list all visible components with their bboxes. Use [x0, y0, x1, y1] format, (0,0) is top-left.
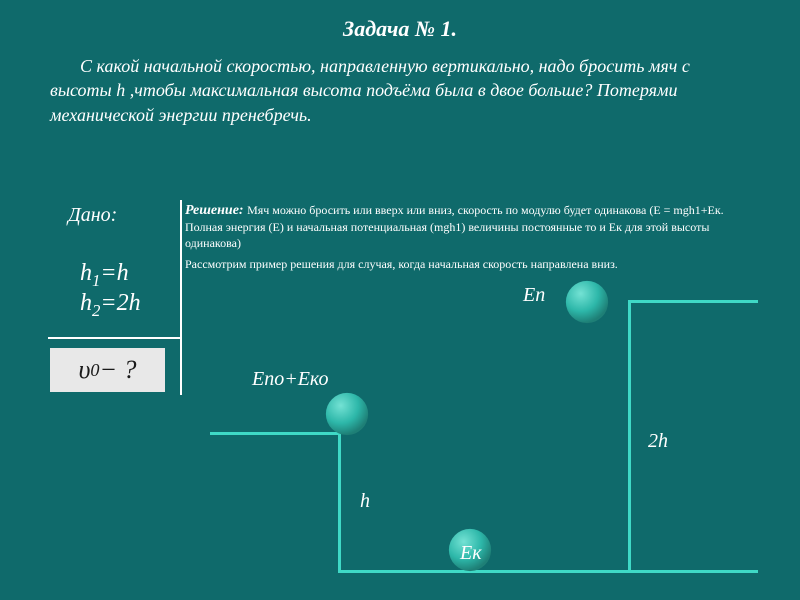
ball-top — [565, 280, 609, 324]
given-label: Дано: — [68, 204, 117, 227]
find-variable: υ — [78, 355, 90, 385]
find-question: − ? — [99, 355, 136, 385]
given-h2-pre: h — [80, 290, 92, 316]
label-ek: Ек — [460, 542, 482, 565]
problem-title: Задача № 1. — [0, 16, 800, 42]
riser-left — [338, 432, 341, 570]
energy-diagram: Еп Епо+Еко Ек h 2h — [180, 240, 780, 590]
label-epo-eko: Епо+Еко — [252, 368, 329, 391]
ground-line — [338, 570, 758, 573]
platform-left — [210, 432, 340, 435]
find-box: υ0 − ? — [50, 348, 165, 392]
solution-label: Решение: — [185, 203, 247, 218]
given-h1: h1=h — [80, 260, 129, 291]
given-h1-pre: h — [80, 260, 92, 286]
ball-middle — [325, 392, 369, 436]
divider-horizontal — [48, 337, 182, 339]
given-h2: h2=2h — [80, 290, 141, 321]
riser-right — [628, 300, 631, 570]
label-h: h — [360, 490, 370, 513]
problem-statement: С какой начальной скоростью, направленну… — [50, 54, 750, 127]
platform-right — [628, 300, 758, 303]
given-h2-post: =2h — [100, 290, 140, 316]
given-h1-post: =h — [100, 260, 128, 286]
label-2h: 2h — [648, 430, 668, 453]
find-sub: 0 — [90, 360, 99, 381]
label-ep: Еп — [523, 284, 545, 307]
